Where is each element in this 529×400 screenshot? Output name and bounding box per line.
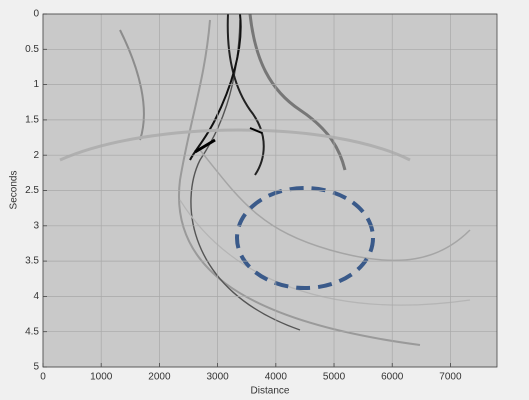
- wavefront: [178, 19, 421, 346]
- x-tick-label: 0: [40, 372, 46, 383]
- y-tick-label: 3.5: [25, 256, 39, 267]
- x-tick-label: 7000: [439, 372, 462, 383]
- reflector: [249, 127, 263, 134]
- y-tick-label: 4: [33, 291, 39, 302]
- x-tick-label: 5000: [323, 372, 346, 383]
- plot-frame: [42, 13, 498, 368]
- x-tick-label: 2000: [148, 372, 171, 383]
- reflector: [189, 13, 242, 161]
- y-tick-label: 0: [33, 9, 39, 20]
- x-axis-label: Distance: [251, 386, 290, 397]
- y-axis-label: Seconds: [9, 171, 20, 210]
- wavefront: [179, 199, 471, 306]
- y-tick-label: 2: [33, 150, 39, 161]
- seismic-image: [59, 13, 471, 346]
- y-tick-label: 5: [33, 362, 39, 373]
- x-tick-label: 1000: [90, 372, 113, 383]
- y-tick-label: 2.5: [25, 185, 39, 196]
- reflector: [59, 128, 411, 162]
- wavefront: [199, 149, 471, 262]
- x-tick-label: 3000: [206, 372, 229, 383]
- y-tick-label: 3: [33, 220, 39, 231]
- x-tick-label: 4000: [265, 372, 288, 383]
- x-tick-label: 6000: [381, 372, 404, 383]
- highlight-ellipse: [235, 186, 375, 290]
- y-tick-label: 0.5: [25, 44, 39, 55]
- reflector: [226, 13, 265, 176]
- reflector: [119, 29, 145, 141]
- y-tick-label: 1: [33, 79, 39, 90]
- reflector: [194, 138, 216, 154]
- y-tick-label: 1.5: [25, 115, 39, 126]
- y-tick-label: 4.5: [25, 326, 39, 337]
- reflector: [248, 13, 347, 171]
